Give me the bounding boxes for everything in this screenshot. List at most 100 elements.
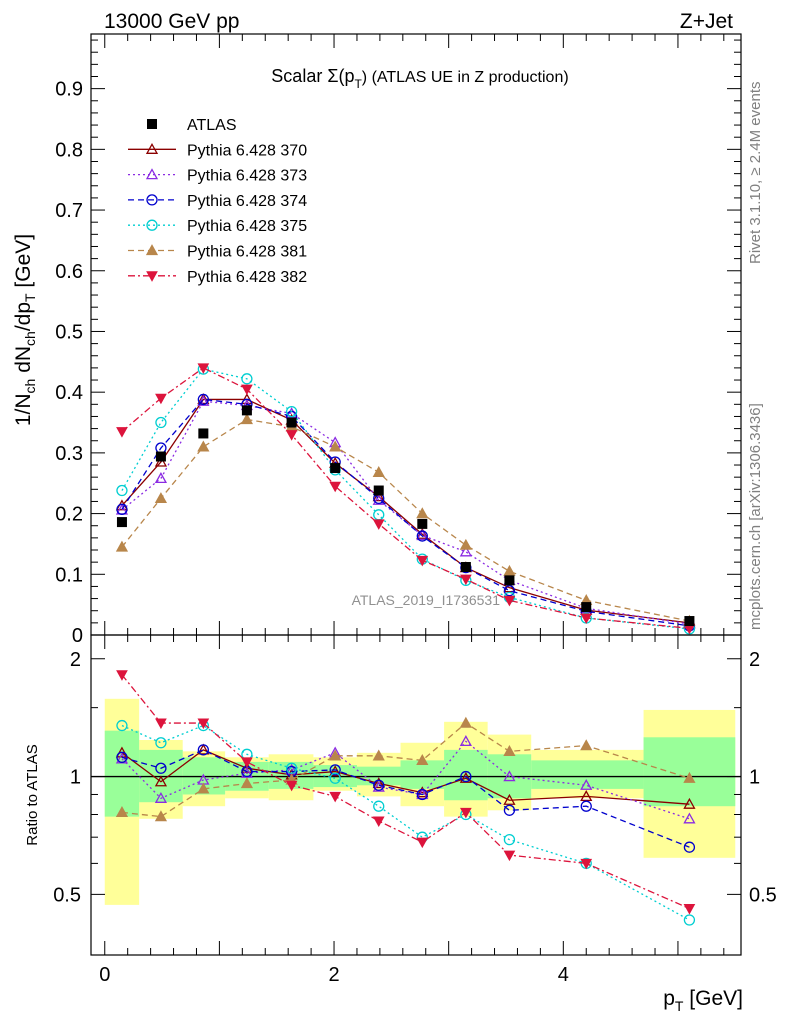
ratio-series-point [329,772,341,784]
main-y-axis: 0 0.1 0.2 0.3 0.4 0.5 0.6 0.7 0.8 0.9 [55,34,741,647]
legend-label: Pythia 6.428 373 [187,168,307,185]
main-series-point [372,465,385,477]
atlas-data-point [504,575,515,586]
atlas-data-point [581,602,592,613]
ratio-series-point [683,841,696,853]
ratio-series-point [503,850,516,862]
ratio-series-point [285,780,298,792]
main-y-tick-label: 0.6 [55,261,83,283]
main-series-point [115,540,129,552]
main-series-point [416,507,429,519]
ratio-series-point [372,816,385,828]
main-panel: 0 0.1 0.2 0.3 0.4 0.5 0.6 0.7 0.8 0.9 ATLAS_2019_… [55,33,742,647]
ratio-band-inner [643,737,736,807]
mcplots-label: mcplots.cern.ch [arXiv:1306.3436] [747,403,764,630]
main-y-tick-label: 0.9 [55,79,83,101]
main-series-point [503,585,516,597]
main-watermark: ATLAS_2019_I1736531 [352,592,501,608]
ratio-series-point [197,744,209,756]
main-series-point [154,492,168,504]
main-series-point [416,555,429,567]
main-series-line [121,418,690,622]
ratio-bands [91,698,741,905]
ratio-series-point [329,791,342,803]
ratio-series-point [459,735,472,747]
ratio-y-axis: 0.5 0.5 1 1 2 2 [53,649,777,907]
main-series-line [121,398,690,627]
ratio-series-point [460,770,472,783]
legend-label: Pythia 6.428 375 [187,218,307,235]
main-series-group [115,363,696,635]
main-series-point [580,613,593,625]
x-axis-label-main: p [663,987,675,1010]
legend-item: Pythia 6.428 382 [128,269,307,286]
energy-label: 13000 GeV pp [104,10,239,33]
ratio-band-inner [531,760,644,789]
ratio-series-line [121,740,690,820]
main-series-6 [116,363,696,635]
main-series-point [240,413,254,425]
main-series-point [372,493,385,505]
main-y-tick-label: 0.5 [55,321,83,343]
ratio-series-point [683,904,696,915]
ratio-panel: 0.5 0.5 1 1 2 2 0 2 4 [53,634,777,986]
ratio-series-point [154,810,168,822]
ratio-series-point [503,804,516,816]
atlas-data-point [198,428,209,439]
ratio-series-point [580,739,593,751]
main-series-point [285,405,298,418]
ratio-y-tick-label: 2 [70,649,81,671]
ratio-band-inner [444,749,488,801]
main-series-point [241,373,253,385]
main-series-point [329,440,342,452]
main-series-point [240,393,254,405]
ratio-y-tick-label: 0.5 [53,884,81,906]
atlas-data-point [684,616,695,627]
ratio-series-point [503,833,516,846]
ratio-series-2 [115,735,696,824]
atlas-data-point [155,451,166,462]
main-series-point [503,581,516,593]
atlas-data-point [241,405,252,416]
ratio-series-point [683,914,696,926]
legend-item: ATLAS [147,117,237,134]
ratio-series-3 [116,744,696,853]
ratio-series-point [683,797,696,809]
legend-marker [147,119,157,129]
main-series-point [116,484,128,497]
ratio-series-point [115,806,129,818]
main-series-point [285,430,298,441]
main-series-line [121,398,690,624]
ratio-band-inner [400,760,445,789]
ratio-series-point [154,791,168,803]
ratio-series-point [155,762,167,774]
x-tick-label: 4 [558,964,569,986]
x-tick-label: 0 [99,964,110,986]
ratio-series-point [155,737,167,749]
main-y-tick-label: 0.3 [55,443,83,465]
ratio-series-point [197,743,210,755]
legend-marker [146,219,158,231]
main-y-tick-label: 0.8 [55,139,83,161]
ratio-series-point [580,800,592,812]
process-label: Z+Jet [680,10,733,33]
ratio-series-point [503,745,516,756]
legend-marker [146,194,158,206]
atlas-data-point [116,517,127,528]
main-series-point [197,394,210,406]
legend: ATLAS Pythia 6.428 370 Pythia 6.428 373 Pyt… [128,117,307,286]
legend-label: Pythia 6.428 374 [187,193,307,210]
ratio-series-line [121,724,690,921]
legend-label: Pythia 6.428 370 [187,142,307,159]
ratio-series-line [121,722,690,818]
legend-marker [145,168,159,180]
legend-item: Pythia 6.428 375 [128,218,307,235]
main-series-point [197,393,209,406]
ratio-series-point [416,837,429,849]
legend-marker [146,271,158,282]
main-series-point [197,440,210,452]
main-ylabel: 1/Nch dNch/dpT [GeV] [12,234,38,426]
main-title: Scalar Σ(pT) (ATLAS UE in Z production) [271,66,568,91]
ratio-series-point [241,757,253,768]
